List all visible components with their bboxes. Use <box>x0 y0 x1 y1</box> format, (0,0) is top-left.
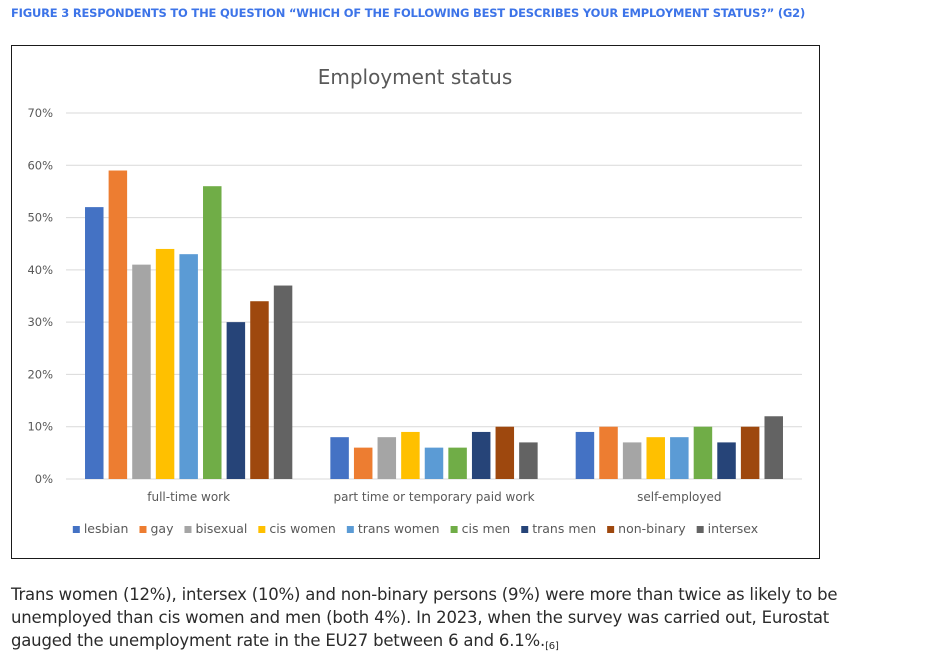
bar <box>330 437 349 479</box>
legend-label: intersex <box>708 521 759 536</box>
legend-item: intersex <box>696 521 759 536</box>
bar <box>670 437 689 479</box>
legend-label: trans men <box>532 521 596 536</box>
legend-swatch <box>72 526 80 533</box>
bar <box>377 437 397 479</box>
bar <box>599 426 618 479</box>
bar <box>226 322 246 479</box>
y-tick-label: 60% <box>27 158 53 172</box>
y-axis-tick-labels: 0% 10% 20% 30% 40% 50% 60% 70% <box>27 106 53 486</box>
body-line-2: unemployed than cis women and men (both … <box>11 608 830 627</box>
legend-label: lesbian <box>84 521 129 536</box>
x-category-label: full-time work <box>147 490 230 504</box>
chart-title: Employment status <box>318 65 513 89</box>
legend-item: trans women <box>346 521 440 536</box>
body-line-1: Trans women (12%), intersex (10%) and no… <box>11 585 838 604</box>
x-axis-category-labels: full-time work part time or temporary pai… <box>147 490 721 504</box>
bar <box>495 426 515 479</box>
bar <box>519 442 538 479</box>
bar <box>179 254 198 479</box>
bar <box>448 447 467 479</box>
legend-label: cis men <box>462 521 511 536</box>
legend-item: lesbian <box>72 521 129 536</box>
legend-label: trans women <box>358 521 440 536</box>
bar <box>273 285 293 479</box>
x-category-label: part time or temporary paid work <box>333 490 534 504</box>
legend-swatch <box>139 526 147 533</box>
y-tick-label: 30% <box>27 315 53 329</box>
bar <box>353 447 373 479</box>
bar <box>646 437 665 479</box>
legend-item: gay <box>139 521 174 536</box>
bar <box>424 447 444 479</box>
chart-container: 0% 10% 20% 30% 40% 50% 60% 70% full-time work pa… <box>11 45 820 559</box>
bar <box>155 248 175 479</box>
legend-item: non-binary <box>607 521 686 536</box>
y-tick-label: 0% <box>35 472 53 486</box>
body-paragraph: Trans women (12%), intersex (10%) and no… <box>11 583 931 658</box>
legend-swatch <box>696 526 704 533</box>
bars <box>85 170 783 479</box>
y-tick-label: 10% <box>27 420 53 434</box>
legend-item: bisexual <box>184 521 247 536</box>
x-category-label: self-employed <box>637 490 721 504</box>
legend-item: trans men <box>521 521 596 536</box>
footnote-reference[interactable]: [6] <box>545 641 559 652</box>
legend-label: non-binary <box>618 521 686 536</box>
bar <box>132 264 151 479</box>
bar <box>471 431 491 479</box>
bar <box>693 426 713 479</box>
bar <box>401 431 420 479</box>
legend: lesbian gay bisexual cis women trans women ci… <box>72 521 759 536</box>
bar <box>250 301 269 479</box>
y-tick-label: 20% <box>27 367 53 381</box>
y-tick-label: 70% <box>27 106 53 120</box>
body-line-3: gauged the unemployment rate in the EU27… <box>11 631 546 650</box>
legend-swatch <box>184 526 192 533</box>
legend-label: gay <box>150 521 174 536</box>
legend-swatch <box>521 526 529 533</box>
bar <box>740 426 760 479</box>
bar <box>108 170 128 479</box>
figure-caption: FIGURE 3 RESPONDENTS TO THE QUESTION “WH… <box>11 6 806 20</box>
employment-status-chart: 0% 10% 20% 30% 40% 50% 60% 70% full-time work pa… <box>27 65 802 536</box>
bar <box>85 207 104 479</box>
legend-item: cis women <box>258 521 336 536</box>
legend-item: cis men <box>450 521 511 536</box>
legend-swatch <box>607 526 615 533</box>
legend-label: bisexual <box>195 521 247 536</box>
legend-label: cis women <box>269 521 336 536</box>
bar <box>717 442 736 479</box>
y-tick-label: 50% <box>27 211 53 225</box>
legend-swatch <box>346 526 354 533</box>
bar <box>764 416 783 479</box>
gridlines <box>66 112 802 480</box>
legend-swatch <box>258 526 266 533</box>
bar <box>203 186 222 479</box>
bar <box>575 431 595 479</box>
y-tick-label: 40% <box>27 263 53 277</box>
legend-swatch <box>450 526 458 533</box>
bar <box>622 442 642 479</box>
